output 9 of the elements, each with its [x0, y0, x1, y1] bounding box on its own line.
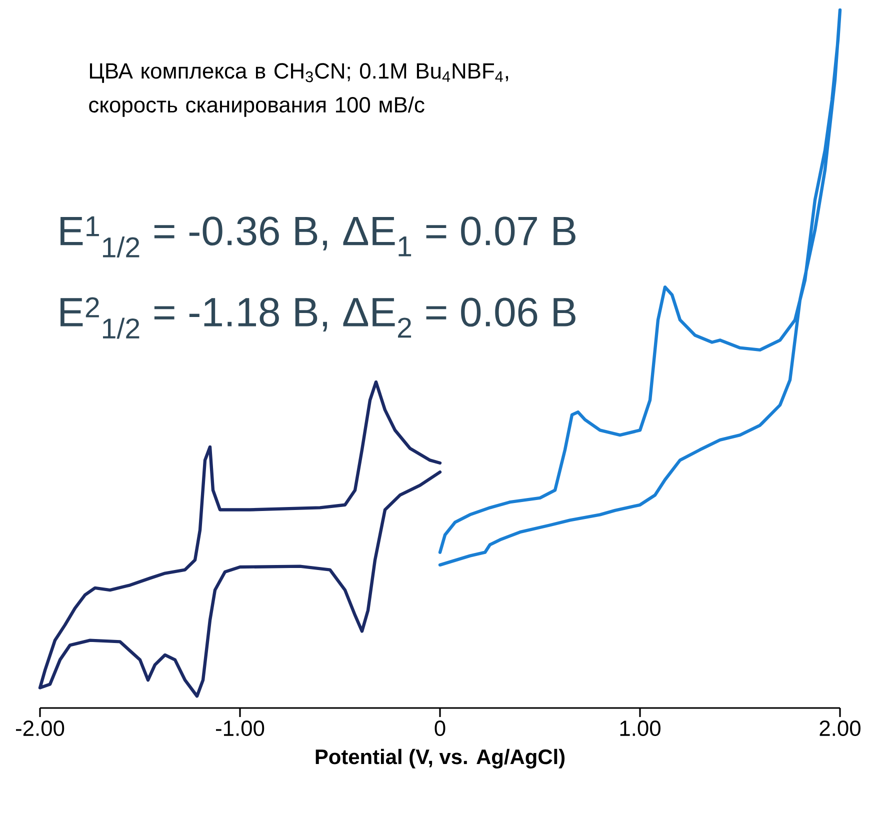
x-tick-label: 2.00 — [820, 720, 860, 736]
x-tick-label: -1.00 — [216, 720, 264, 736]
x-tick-label: 0 — [434, 720, 446, 736]
x-tick-label: -2.00 — [16, 720, 64, 736]
annotation: E$^{2}$$_{1/2}$ = -1.18 В, ΔE$_{2}$ = 0.06 В — [60, 297, 576, 339]
annotation: E$^{1}$$_{1/2}$ = -0.36 В, ΔE$_{1}$ = 0.07 В — [60, 216, 576, 258]
text: ЦВА комплекса в CH$_{3}$CN; 0.1M Bu$_{4}$NBF$_{4}$, скорость сканирования 100 мВ/с — [89, 63, 508, 117]
x-axis-title: Potential (V, vs. Ag/AgCl) — [316, 748, 565, 768]
x-tick-label: 1.00 — [620, 720, 660, 736]
